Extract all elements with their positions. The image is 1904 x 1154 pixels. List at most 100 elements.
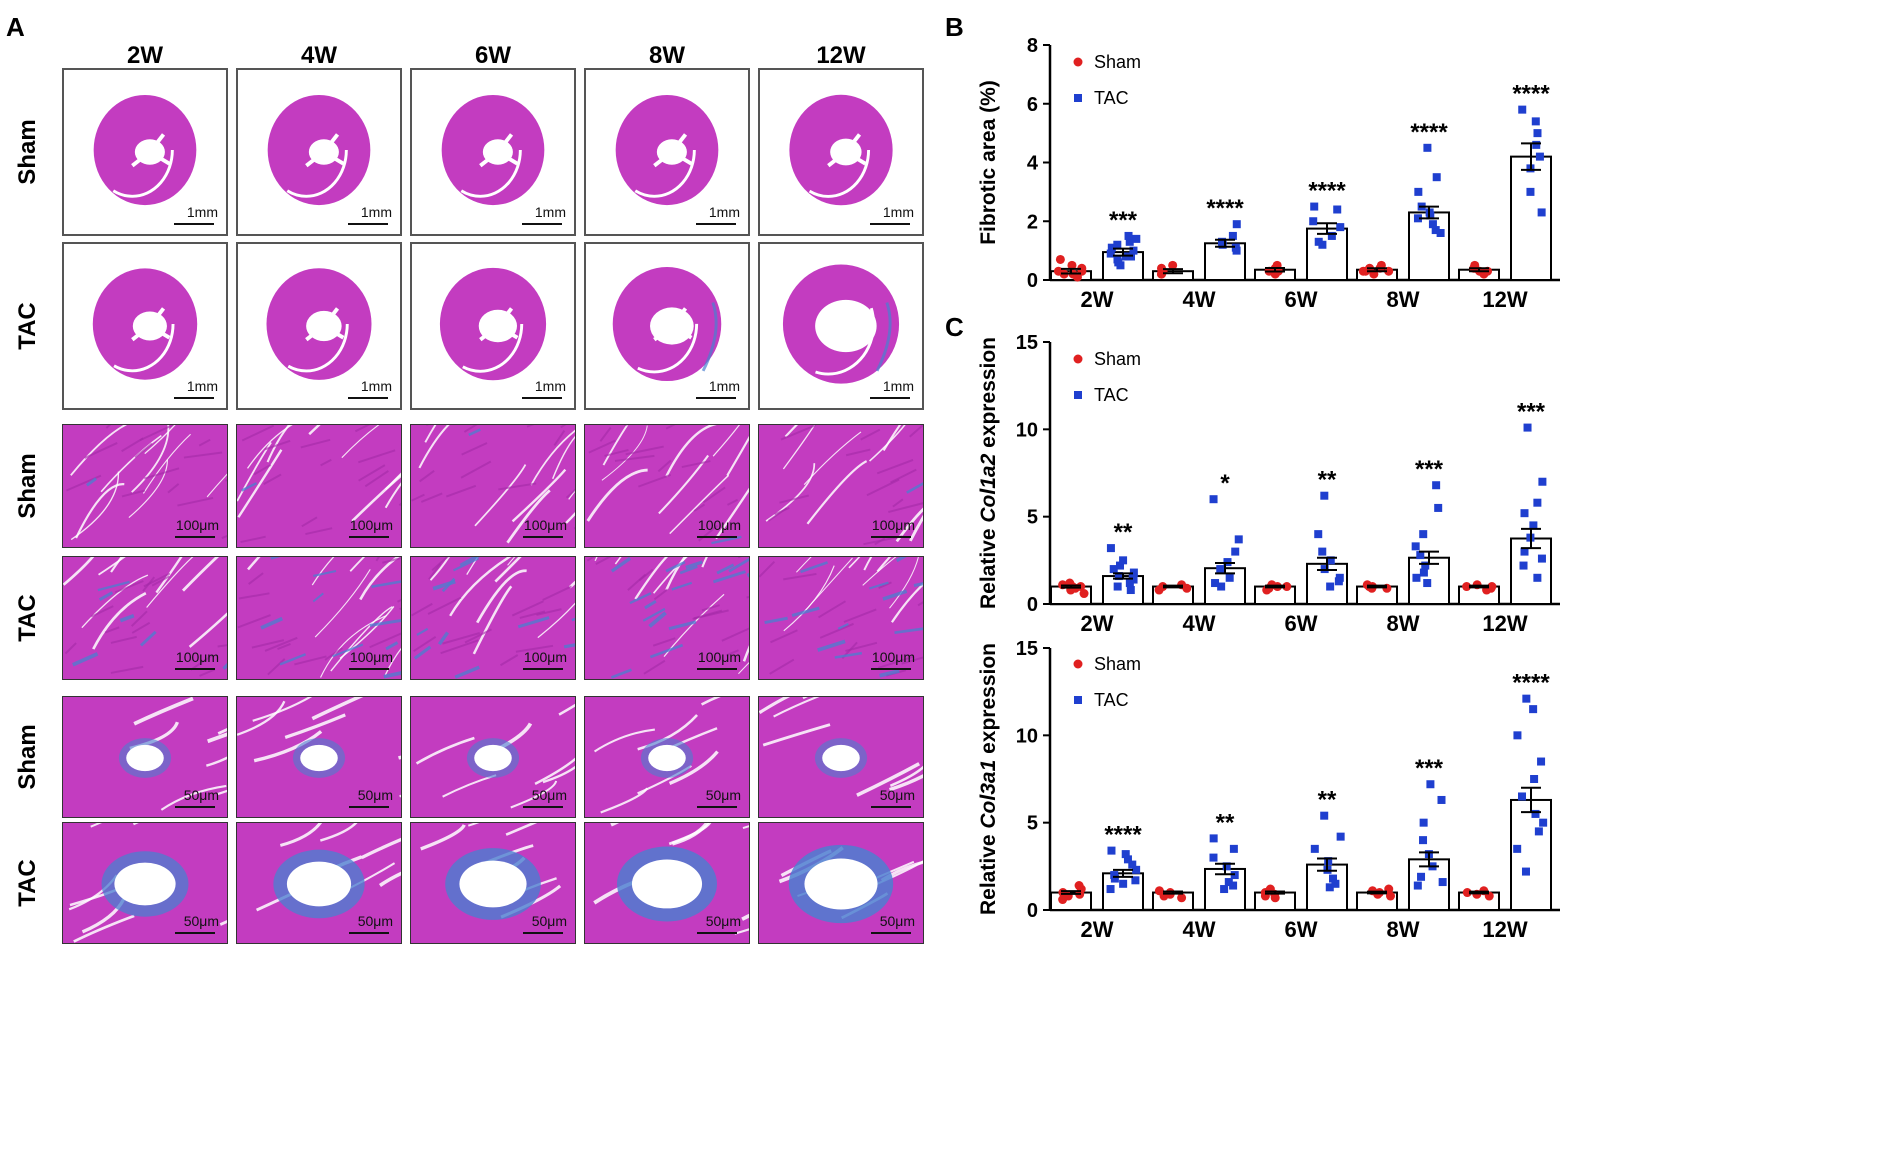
data-point-sham	[1462, 582, 1472, 592]
scale-bar	[697, 806, 737, 808]
scale-bar	[871, 932, 911, 934]
data-point-tac	[1537, 208, 1546, 217]
data-point-tac	[1431, 226, 1440, 235]
data-point-sham	[1386, 891, 1396, 901]
data-point-tac	[1417, 872, 1426, 881]
scale-bar	[696, 223, 736, 225]
scale-bar-label: 50μm	[879, 787, 915, 803]
data-point-tac	[1513, 844, 1522, 853]
data-point-tac	[1218, 240, 1227, 249]
data-point-tac	[1132, 234, 1141, 243]
data-point-tac	[1333, 205, 1342, 214]
legend-label: Sham	[1094, 52, 1141, 72]
scale-bar-label: 100μm	[871, 517, 915, 533]
legend-marker-sham	[1073, 354, 1083, 364]
scale-bar-label: 1mm	[882, 378, 914, 394]
data-point-tac	[1324, 857, 1333, 866]
data-point-tac	[1336, 223, 1345, 232]
micrograph-whole: 1mm	[758, 242, 924, 410]
data-point-tac	[1209, 853, 1218, 862]
data-point-tac	[1432, 481, 1441, 490]
data-point-tac	[1513, 731, 1522, 740]
data-point-tac	[1113, 582, 1122, 591]
scale-bar	[697, 536, 737, 538]
row-label: Sham	[14, 119, 41, 185]
data-point-tac	[1109, 565, 1118, 574]
significance-label: ***	[1415, 456, 1444, 483]
significance-label: **	[1318, 787, 1337, 814]
bar-tac	[1306, 227, 1348, 281]
data-point-tac	[1216, 565, 1225, 574]
data-point-tac	[1419, 836, 1428, 845]
data-point-tac	[1326, 582, 1335, 591]
significance-label: **	[1216, 809, 1235, 836]
row-label: TAC	[14, 302, 41, 350]
data-point-tac	[1526, 187, 1535, 196]
data-point-tac	[1412, 573, 1421, 582]
x-tick-label: 4W	[1183, 611, 1216, 636]
data-point-tac	[1537, 757, 1546, 766]
scale-bar	[174, 223, 214, 225]
data-point-tac	[1326, 556, 1335, 565]
y-tick-label: 15	[1016, 638, 1038, 660]
y-tick-label: 6	[1027, 94, 1038, 116]
y-tick-label: 8	[1027, 35, 1038, 57]
y-axis-label-suffix: expression	[977, 337, 1000, 454]
micrograph-tissue: 100μm	[410, 424, 576, 548]
scale-bar	[523, 932, 563, 934]
scale-bar-label: 1mm	[708, 204, 740, 220]
data-point-tac	[1107, 243, 1116, 252]
scale-bar	[349, 806, 389, 808]
micrograph-whole: 1mm	[410, 242, 576, 410]
x-tick-label: 6W	[1285, 611, 1318, 636]
data-point-tac	[1518, 105, 1527, 114]
data-point-tac	[1432, 173, 1441, 182]
micrograph-vessel: 50μm	[410, 696, 576, 818]
y-tick-label: 10	[1016, 725, 1038, 747]
data-point-tac	[1106, 885, 1115, 894]
significance-label: **	[1318, 467, 1337, 494]
data-point-tac	[1331, 879, 1340, 888]
data-point-tac	[1414, 187, 1423, 196]
scale-bar-label: 1mm	[360, 378, 392, 394]
data-point-sham	[1053, 266, 1063, 276]
data-point-tac	[1529, 521, 1538, 530]
micrograph-whole: 1mm	[758, 68, 924, 236]
scale-bar	[349, 536, 389, 538]
x-tick-label: 4W	[1183, 917, 1216, 942]
column-header: 4W	[301, 42, 337, 69]
data-point-tac	[1325, 883, 1334, 892]
scale-bar	[523, 536, 563, 538]
legend-label: Sham	[1094, 654, 1141, 674]
data-point-sham	[1055, 254, 1065, 264]
data-point-tac	[1310, 202, 1319, 211]
scale-bar	[175, 668, 215, 670]
scale-bar-label: 100μm	[697, 649, 741, 665]
micrograph-tissue: 100μm	[236, 556, 402, 680]
data-point-tac	[1437, 795, 1446, 804]
micrograph-tissue: 100μm	[758, 556, 924, 680]
significance-label: ****	[1206, 195, 1244, 222]
scale-bar	[522, 397, 562, 399]
scale-bar	[348, 397, 388, 399]
panel-letter-b: B	[945, 12, 964, 42]
y-axis-label-gene: Col1a2	[977, 453, 1000, 522]
row-label: TAC	[14, 859, 41, 907]
micrograph-whole: 1mm	[410, 68, 576, 236]
micrograph-tissue: 100μm	[62, 556, 228, 680]
scale-bar-label: 100μm	[871, 649, 915, 665]
y-tick-label: 15	[1016, 332, 1038, 354]
micrograph-vessel: 50μm	[410, 822, 576, 944]
scale-bar	[348, 223, 388, 225]
data-point-sham	[1079, 589, 1089, 599]
data-point-tac	[1113, 240, 1122, 249]
data-point-sham	[1282, 582, 1292, 592]
scale-bar-label: 1mm	[186, 204, 218, 220]
y-axis-label-suffix: expression	[977, 643, 1000, 760]
data-point-sham	[1074, 881, 1084, 891]
data-point-tac	[1336, 832, 1345, 841]
column-header: 12W	[816, 42, 866, 69]
scale-bar-label: 1mm	[882, 204, 914, 220]
data-point-tac	[1531, 809, 1540, 818]
data-point-tac	[1426, 780, 1435, 789]
